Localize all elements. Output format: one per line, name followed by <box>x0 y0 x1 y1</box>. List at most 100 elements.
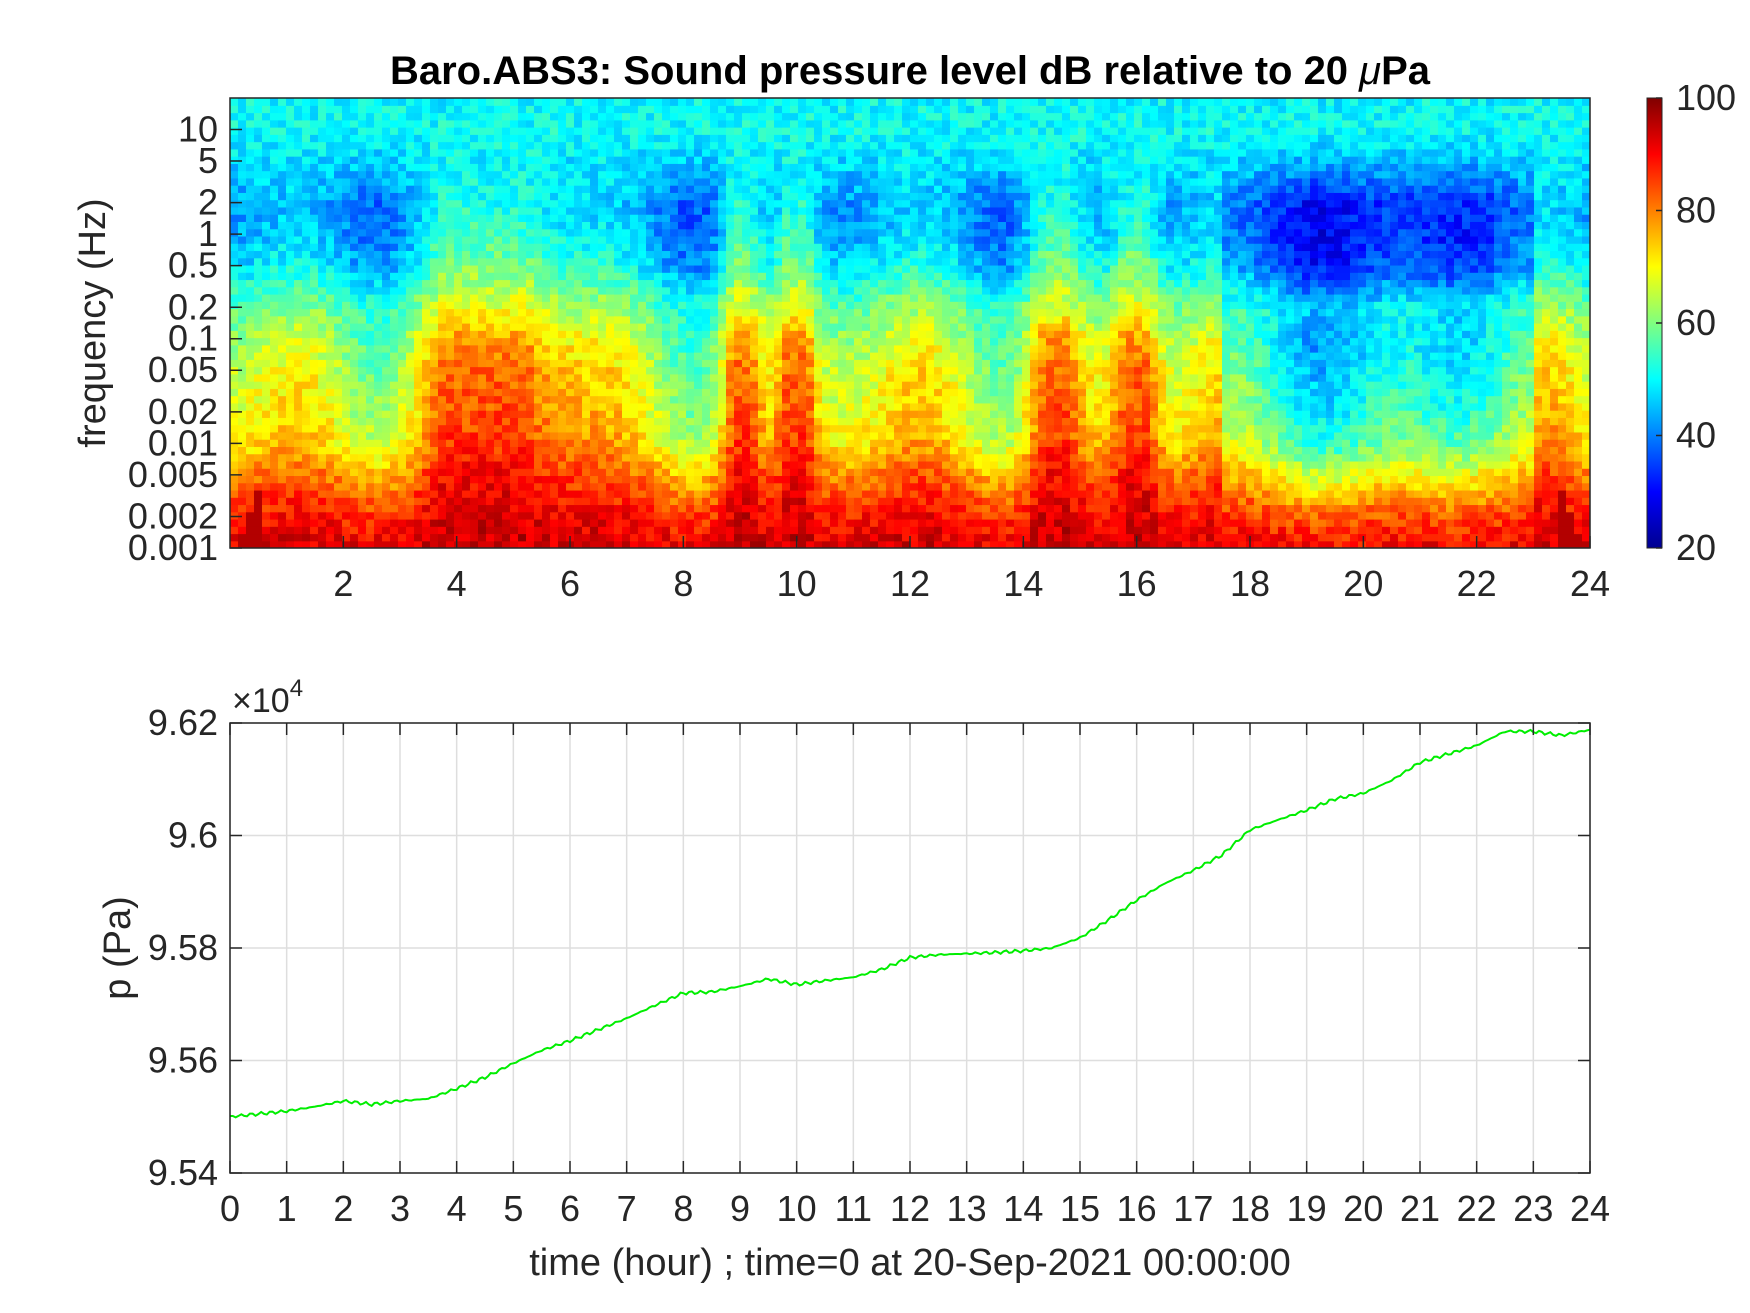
spectrogram-cell <box>574 330 583 339</box>
spectrogram-cell <box>798 250 807 259</box>
spectrogram-cell <box>238 293 247 302</box>
spectrogram-cell <box>758 489 767 498</box>
spectrogram-cell <box>358 272 367 281</box>
spectrogram-cell <box>398 482 407 491</box>
spectrogram-cell <box>790 127 799 135</box>
spectrogram-cell <box>518 206 527 215</box>
spectrogram-cell <box>358 323 367 331</box>
spectrogram-cell <box>630 388 639 397</box>
spectrogram-cell <box>406 453 415 462</box>
spectrogram-cell <box>686 177 695 186</box>
spectrogram-cell <box>382 119 391 128</box>
spectrogram-cell <box>534 431 543 440</box>
spectrogram-cell <box>470 243 479 252</box>
spectrogram-cell <box>686 235 695 244</box>
spectrogram-cell <box>822 98 831 106</box>
spectrogram-cell <box>494 366 503 375</box>
spectrogram-cell <box>414 228 423 237</box>
spectrogram-cell <box>518 468 527 477</box>
spectrogram-cell <box>342 417 351 426</box>
spectrogram-cell <box>398 105 407 114</box>
spectrogram-cell <box>734 475 743 484</box>
spectrogram-cell <box>302 489 311 498</box>
spectrogram-cell <box>486 141 495 150</box>
spectrogram-cell <box>734 446 743 455</box>
spectrogram-cell <box>790 366 799 375</box>
spectrogram-cell <box>630 279 639 288</box>
spectrogram-cell <box>334 417 343 426</box>
spectrogram-cell <box>262 170 271 179</box>
spectrogram-cell <box>862 468 871 477</box>
spectrogram-cell <box>334 293 343 302</box>
spectrogram-cell <box>246 293 255 302</box>
spectrogram-cell <box>470 301 479 310</box>
spectrogram-cell <box>766 388 775 397</box>
spectrogram-cell <box>286 511 295 520</box>
spectrogram-cell <box>638 156 647 164</box>
spectrogram-cell <box>462 388 471 397</box>
spectrogram-cell <box>782 163 791 172</box>
spectrogram-cell <box>422 141 431 150</box>
spectrogram-cell <box>550 272 559 281</box>
spectrogram-cell <box>814 257 823 266</box>
spectrogram-cell <box>862 315 871 324</box>
spectrogram-cell <box>838 366 847 375</box>
spectrogram-cell <box>710 373 719 382</box>
spectrogram-cell <box>422 243 431 252</box>
spectrogram-cell <box>814 344 823 353</box>
spectrogram-cell <box>382 141 391 150</box>
spectrogram-cell <box>606 330 615 339</box>
spectrogram-cell <box>670 518 679 527</box>
spectrogram-cell <box>798 330 807 339</box>
spectrogram-cell <box>430 141 439 150</box>
spectrogram-cell <box>694 439 703 447</box>
spectrogram-cell <box>710 489 719 498</box>
spectrogram-cell <box>406 395 415 404</box>
spectrogram-cell <box>302 497 311 506</box>
spectrogram-cell <box>462 373 471 382</box>
spectrogram-cell <box>486 526 495 535</box>
spectrogram-cell <box>582 308 591 317</box>
spectrogram-cell <box>846 540 855 548</box>
spectrogram-cell <box>566 489 575 498</box>
spectrogram-cell <box>422 279 431 288</box>
spectrogram-cell <box>494 308 503 317</box>
spectrogram-cell <box>414 264 423 273</box>
spectrogram-cell <box>486 395 495 404</box>
spectrogram-cell <box>526 308 535 317</box>
spectrogram-cell <box>374 402 383 411</box>
spectrogram-cell <box>454 497 463 506</box>
spectrogram-cell <box>614 148 623 157</box>
spectrogram-cell <box>502 235 511 244</box>
spectrogram-cell <box>806 235 815 244</box>
spectrogram-cell <box>598 156 607 164</box>
spectrogram-cell <box>294 439 303 447</box>
spectrogram-cell <box>518 453 527 462</box>
spectrogram-cell <box>230 402 239 411</box>
spectrogram-cell <box>814 214 823 222</box>
spectrogram-cell <box>486 489 495 498</box>
spectrogram-cell <box>422 359 431 368</box>
spectrogram-cell <box>838 163 847 172</box>
spectrogram-cell <box>630 185 639 193</box>
spectrogram-cell <box>678 214 687 222</box>
spectrogram-cell <box>774 105 783 114</box>
spectrogram-cell <box>838 105 847 114</box>
spectrogram-cell <box>470 112 479 121</box>
spectrogram-cell <box>510 272 519 281</box>
spectrogram-cell <box>534 344 543 353</box>
spectrogram-cell <box>486 482 495 491</box>
spectrogram-cell <box>734 410 743 418</box>
spectrogram-cell <box>822 170 831 179</box>
spectrogram-cell <box>486 337 495 346</box>
spectrogram-cell <box>694 163 703 172</box>
spectrogram-cell <box>342 395 351 404</box>
spectrogram-cell <box>598 511 607 520</box>
spectrogram-cell <box>590 489 599 498</box>
spectrogram-cell <box>542 330 551 339</box>
spectrogram-cell <box>510 453 519 462</box>
spectrogram-cell <box>830 424 839 433</box>
spectrogram-cell <box>374 206 383 215</box>
spectrogram-cell <box>726 431 735 440</box>
spectrogram-cell <box>230 177 239 186</box>
